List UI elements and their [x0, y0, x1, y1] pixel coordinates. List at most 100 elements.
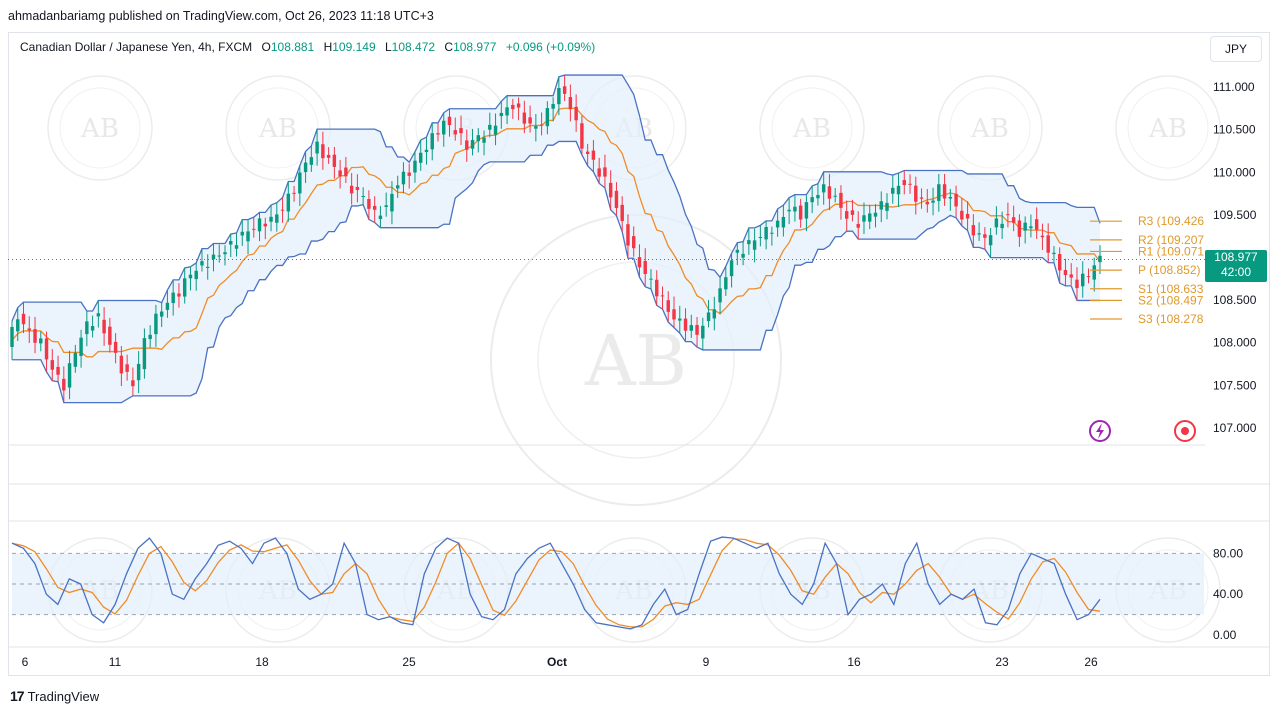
candle-body[interactable]: [309, 157, 314, 165]
candle-body[interactable]: [925, 201, 930, 205]
price-pane[interactable]: [8, 74, 1205, 404]
candle-body[interactable]: [896, 185, 901, 195]
candle-body[interactable]: [1057, 254, 1062, 271]
candle-body[interactable]: [810, 197, 814, 203]
candle-body[interactable]: [891, 187, 895, 194]
candle-body[interactable]: [850, 210, 855, 215]
record-icon[interactable]: [1174, 420, 1196, 442]
candle-body[interactable]: [177, 293, 181, 297]
candle-body[interactable]: [562, 86, 567, 94]
candle-body[interactable]: [718, 288, 722, 303]
candle-body[interactable]: [102, 319, 106, 334]
candle-body[interactable]: [781, 216, 786, 228]
candle-body[interactable]: [839, 192, 843, 208]
candle-body[interactable]: [827, 186, 832, 199]
candle-body[interactable]: [545, 108, 550, 127]
candle-body[interactable]: [488, 124, 492, 130]
candle-body[interactable]: [113, 341, 118, 353]
candle-body[interactable]: [879, 201, 883, 210]
candle-body[interactable]: [453, 130, 457, 135]
candle-body[interactable]: [390, 193, 394, 212]
candle-body[interactable]: [994, 218, 999, 228]
candle-body[interactable]: [643, 260, 647, 274]
candle-body[interactable]: [154, 313, 158, 335]
channel-mid-line[interactable]: [11, 107, 1101, 358]
candle-body[interactable]: [580, 123, 584, 149]
candle-body[interactable]: [1006, 214, 1010, 216]
candle-body[interactable]: [384, 205, 388, 207]
candle-body[interactable]: [200, 261, 204, 266]
candle-body[interactable]: [442, 120, 446, 135]
candle-body[interactable]: [171, 292, 175, 304]
candle-body[interactable]: [1063, 269, 1068, 276]
candle-body[interactable]: [914, 185, 918, 202]
candle-body[interactable]: [125, 364, 129, 372]
oscillator-axis[interactable]: 80.00 40.00 0.00: [1213, 546, 1243, 642]
candle-body[interactable]: [551, 103, 555, 109]
candle-body[interactable]: [378, 215, 383, 220]
candle-body[interactable]: [303, 162, 308, 173]
candle-body[interactable]: [131, 380, 135, 387]
candle-body[interactable]: [758, 236, 763, 238]
candle-body[interactable]: [954, 193, 958, 207]
candle-body[interactable]: [764, 227, 768, 240]
candle-body[interactable]: [608, 182, 613, 198]
candle-body[interactable]: [1086, 276, 1091, 278]
candle-body[interactable]: [787, 209, 791, 212]
candle-body[interactable]: [637, 257, 642, 268]
candle-body[interactable]: [844, 211, 849, 219]
candle-body[interactable]: [683, 318, 688, 331]
candle-body[interactable]: [234, 245, 239, 249]
candle-body[interactable]: [413, 160, 417, 173]
candle-body[interactable]: [436, 133, 440, 135]
candle-body[interactable]: [119, 355, 124, 374]
candle-body[interactable]: [108, 326, 112, 345]
candle-body[interactable]: [983, 234, 987, 238]
candle-body[interactable]: [476, 135, 481, 142]
candle-body[interactable]: [695, 325, 699, 335]
candle-body[interactable]: [447, 116, 452, 126]
candle-body[interactable]: [1098, 255, 1102, 263]
candle-body[interactable]: [919, 197, 924, 199]
candle-body[interactable]: [735, 249, 740, 253]
candle-body[interactable]: [585, 151, 590, 154]
candle-body[interactable]: [67, 363, 72, 388]
candle-body[interactable]: [937, 184, 941, 201]
candle-body[interactable]: [960, 210, 964, 220]
candle-body[interactable]: [188, 274, 193, 279]
candle-body[interactable]: [280, 209, 285, 211]
candle-body[interactable]: [96, 313, 101, 317]
candle-body[interactable]: [948, 197, 953, 199]
candle-body[interactable]: [401, 171, 406, 185]
candle-body[interactable]: [1017, 220, 1022, 237]
candle-body[interactable]: [39, 338, 43, 344]
candle-body[interactable]: [194, 270, 198, 280]
candle-body[interactable]: [1092, 265, 1096, 280]
candle-body[interactable]: [292, 192, 296, 194]
candle-body[interactable]: [372, 205, 377, 210]
candle-body[interactable]: [988, 235, 993, 246]
candle-body[interactable]: [16, 319, 20, 332]
candle-body[interactable]: [965, 213, 970, 219]
candle-body[interactable]: [942, 184, 947, 199]
candle-body[interactable]: [286, 193, 291, 212]
candle-body[interactable]: [459, 128, 463, 134]
candle-body[interactable]: [367, 199, 371, 209]
candle-body[interactable]: [712, 309, 717, 319]
candle-body[interactable]: [470, 139, 475, 149]
candle-body[interactable]: [73, 352, 78, 367]
candle-body[interactable]: [516, 103, 521, 108]
candle-body[interactable]: [620, 204, 624, 222]
candle-body[interactable]: [1052, 252, 1056, 255]
candle-body[interactable]: [321, 144, 325, 159]
candle-body[interactable]: [689, 325, 693, 331]
candle-body[interactable]: [1029, 226, 1033, 229]
candle-body[interactable]: [666, 300, 670, 312]
candle-body[interactable]: [1069, 274, 1073, 278]
candle-body[interactable]: [568, 97, 573, 110]
candle-body[interactable]: [1011, 217, 1016, 223]
candle-body[interactable]: [349, 185, 354, 194]
symbol-name[interactable]: Canadian Dollar / Japanese Yen, 4h, FXCM: [20, 40, 253, 54]
candle-body[interactable]: [747, 240, 751, 245]
